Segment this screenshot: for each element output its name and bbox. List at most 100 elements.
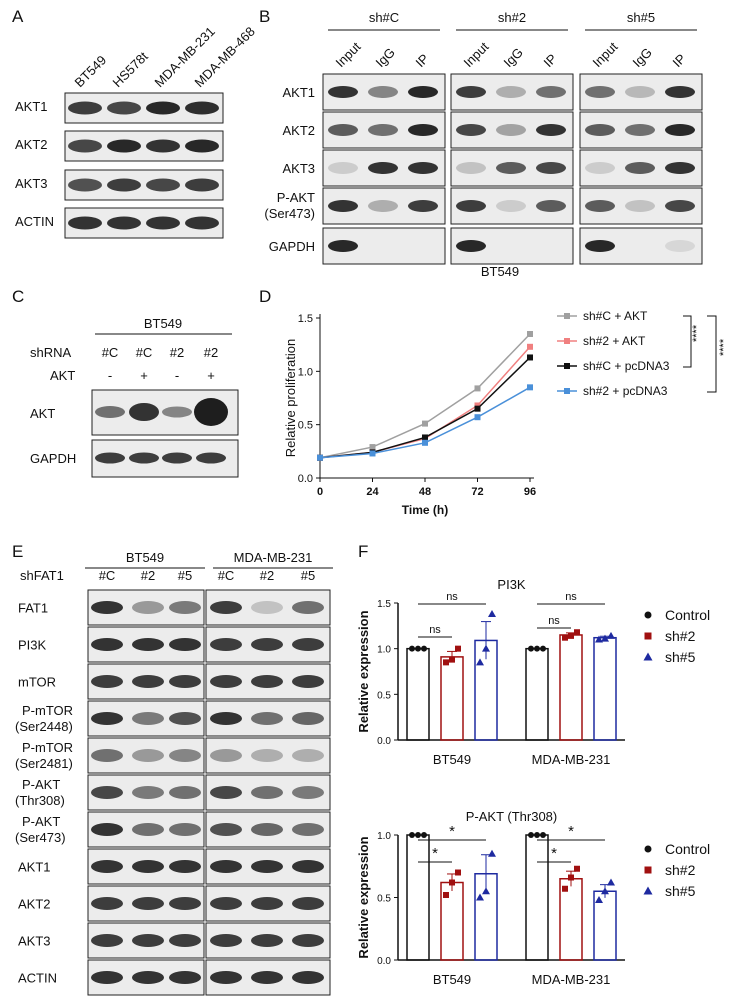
chart-title: P-AKT (Thr308) bbox=[466, 809, 558, 824]
protein-band bbox=[129, 452, 159, 464]
protein-band bbox=[162, 406, 192, 418]
protein-band bbox=[210, 897, 242, 910]
panel-e-letter: E bbox=[12, 542, 23, 561]
protein-band bbox=[251, 860, 283, 873]
protein-band bbox=[107, 216, 141, 230]
protein-band bbox=[132, 675, 164, 688]
row-label-akt1: AKT1 bbox=[15, 99, 48, 114]
protein-band bbox=[496, 200, 526, 212]
lane-label: #2 bbox=[141, 568, 155, 583]
legend-label: sh#2 + AKT bbox=[583, 334, 646, 348]
legend-marker bbox=[564, 388, 570, 394]
lane-label-ip: IP bbox=[541, 51, 560, 70]
row-label: FAT1 bbox=[18, 601, 48, 616]
protein-band bbox=[185, 178, 219, 192]
legend-label: sh#5 bbox=[665, 883, 696, 899]
protein-band bbox=[210, 823, 242, 836]
protein-band bbox=[210, 638, 242, 651]
legend-marker bbox=[644, 632, 652, 640]
row-label: ACTIN bbox=[18, 971, 57, 986]
data-point bbox=[568, 874, 574, 881]
protein-band bbox=[456, 86, 486, 98]
y-tick-label: 0.5 bbox=[377, 690, 391, 701]
protein-band bbox=[91, 860, 123, 873]
protein-band bbox=[91, 749, 123, 762]
row-label-gapdh: GAPDH bbox=[269, 239, 315, 254]
protein-band bbox=[132, 638, 164, 651]
legend-label: sh#C + pcDNA3 bbox=[583, 359, 670, 373]
data-point bbox=[595, 896, 603, 903]
y-tick-label: 1.5 bbox=[298, 313, 313, 325]
protein-band bbox=[408, 162, 438, 174]
protein-band bbox=[169, 601, 201, 614]
y-tick-label: 1.0 bbox=[298, 366, 313, 378]
legend-marker bbox=[564, 313, 570, 319]
legend-label: sh#5 bbox=[665, 649, 696, 665]
shrna-value: #2 bbox=[170, 345, 184, 360]
protein-band bbox=[210, 601, 242, 614]
protein-band bbox=[169, 749, 201, 762]
data-point bbox=[449, 879, 455, 886]
panel-c-shrna-label: shRNA bbox=[30, 345, 72, 360]
protein-band bbox=[251, 786, 283, 799]
row-label: (Thr308) bbox=[15, 793, 65, 808]
x-tick-label: 24 bbox=[366, 486, 379, 498]
protein-band bbox=[536, 124, 566, 136]
category-label: MDA-MB-231 bbox=[532, 972, 611, 987]
protein-band bbox=[625, 200, 655, 212]
protein-band bbox=[68, 216, 102, 230]
protein-band bbox=[210, 971, 242, 984]
y-tick-label: 0.0 bbox=[377, 956, 391, 967]
legend-label: sh#C + AKT bbox=[583, 309, 648, 323]
data-point bbox=[528, 645, 534, 652]
data-point bbox=[601, 887, 609, 895]
panel-c-letter: C bbox=[12, 287, 24, 306]
data-point bbox=[476, 893, 484, 901]
protein-band bbox=[185, 101, 219, 115]
protein-band bbox=[132, 749, 164, 762]
data-point bbox=[455, 645, 461, 652]
data-point bbox=[534, 645, 540, 652]
x-tick-label: 0 bbox=[317, 486, 323, 498]
shrna-value: #C bbox=[102, 345, 119, 360]
protein-band bbox=[328, 86, 358, 98]
protein-band bbox=[196, 452, 226, 464]
row-label-p-akt: P-AKT bbox=[277, 190, 315, 205]
protein-band bbox=[169, 934, 201, 947]
protein-band bbox=[169, 712, 201, 725]
protein-band bbox=[251, 712, 283, 725]
panel-a-letter: A bbox=[12, 7, 24, 26]
protein-band bbox=[408, 124, 438, 136]
protein-band bbox=[408, 86, 438, 98]
protein-band bbox=[292, 712, 324, 725]
protein-band bbox=[91, 601, 123, 614]
data-point bbox=[474, 402, 481, 409]
protein-band bbox=[107, 101, 141, 115]
legend-marker bbox=[644, 866, 652, 874]
protein-band bbox=[91, 712, 123, 725]
protein-band bbox=[132, 786, 164, 799]
panel-d-letter: D bbox=[259, 287, 271, 306]
row-label-actin: ACTIN bbox=[15, 214, 54, 229]
lane-label-input: Input bbox=[333, 39, 364, 70]
protein-band bbox=[292, 897, 324, 910]
protein-band bbox=[169, 786, 201, 799]
protein-band bbox=[251, 749, 283, 762]
bar bbox=[406, 647, 430, 741]
protein-band bbox=[185, 216, 219, 230]
data-point bbox=[474, 405, 481, 412]
significance-bracket bbox=[707, 315, 717, 393]
protein-band bbox=[210, 860, 242, 873]
protein-band bbox=[292, 823, 324, 836]
protein-band bbox=[328, 240, 358, 252]
data-point bbox=[409, 645, 415, 652]
data-point bbox=[607, 631, 615, 639]
protein-band bbox=[536, 86, 566, 98]
panel-b-cell-line: BT549 bbox=[481, 264, 519, 279]
protein-band bbox=[625, 124, 655, 136]
panel-f-pakt-chart: P-AKT (Thr308) 0.0 0.5 1.0 Relative expressi… bbox=[356, 809, 710, 987]
lane-label: #C bbox=[218, 568, 235, 583]
protein-band bbox=[185, 139, 219, 153]
protein-band bbox=[368, 86, 398, 98]
protein-band bbox=[251, 675, 283, 688]
